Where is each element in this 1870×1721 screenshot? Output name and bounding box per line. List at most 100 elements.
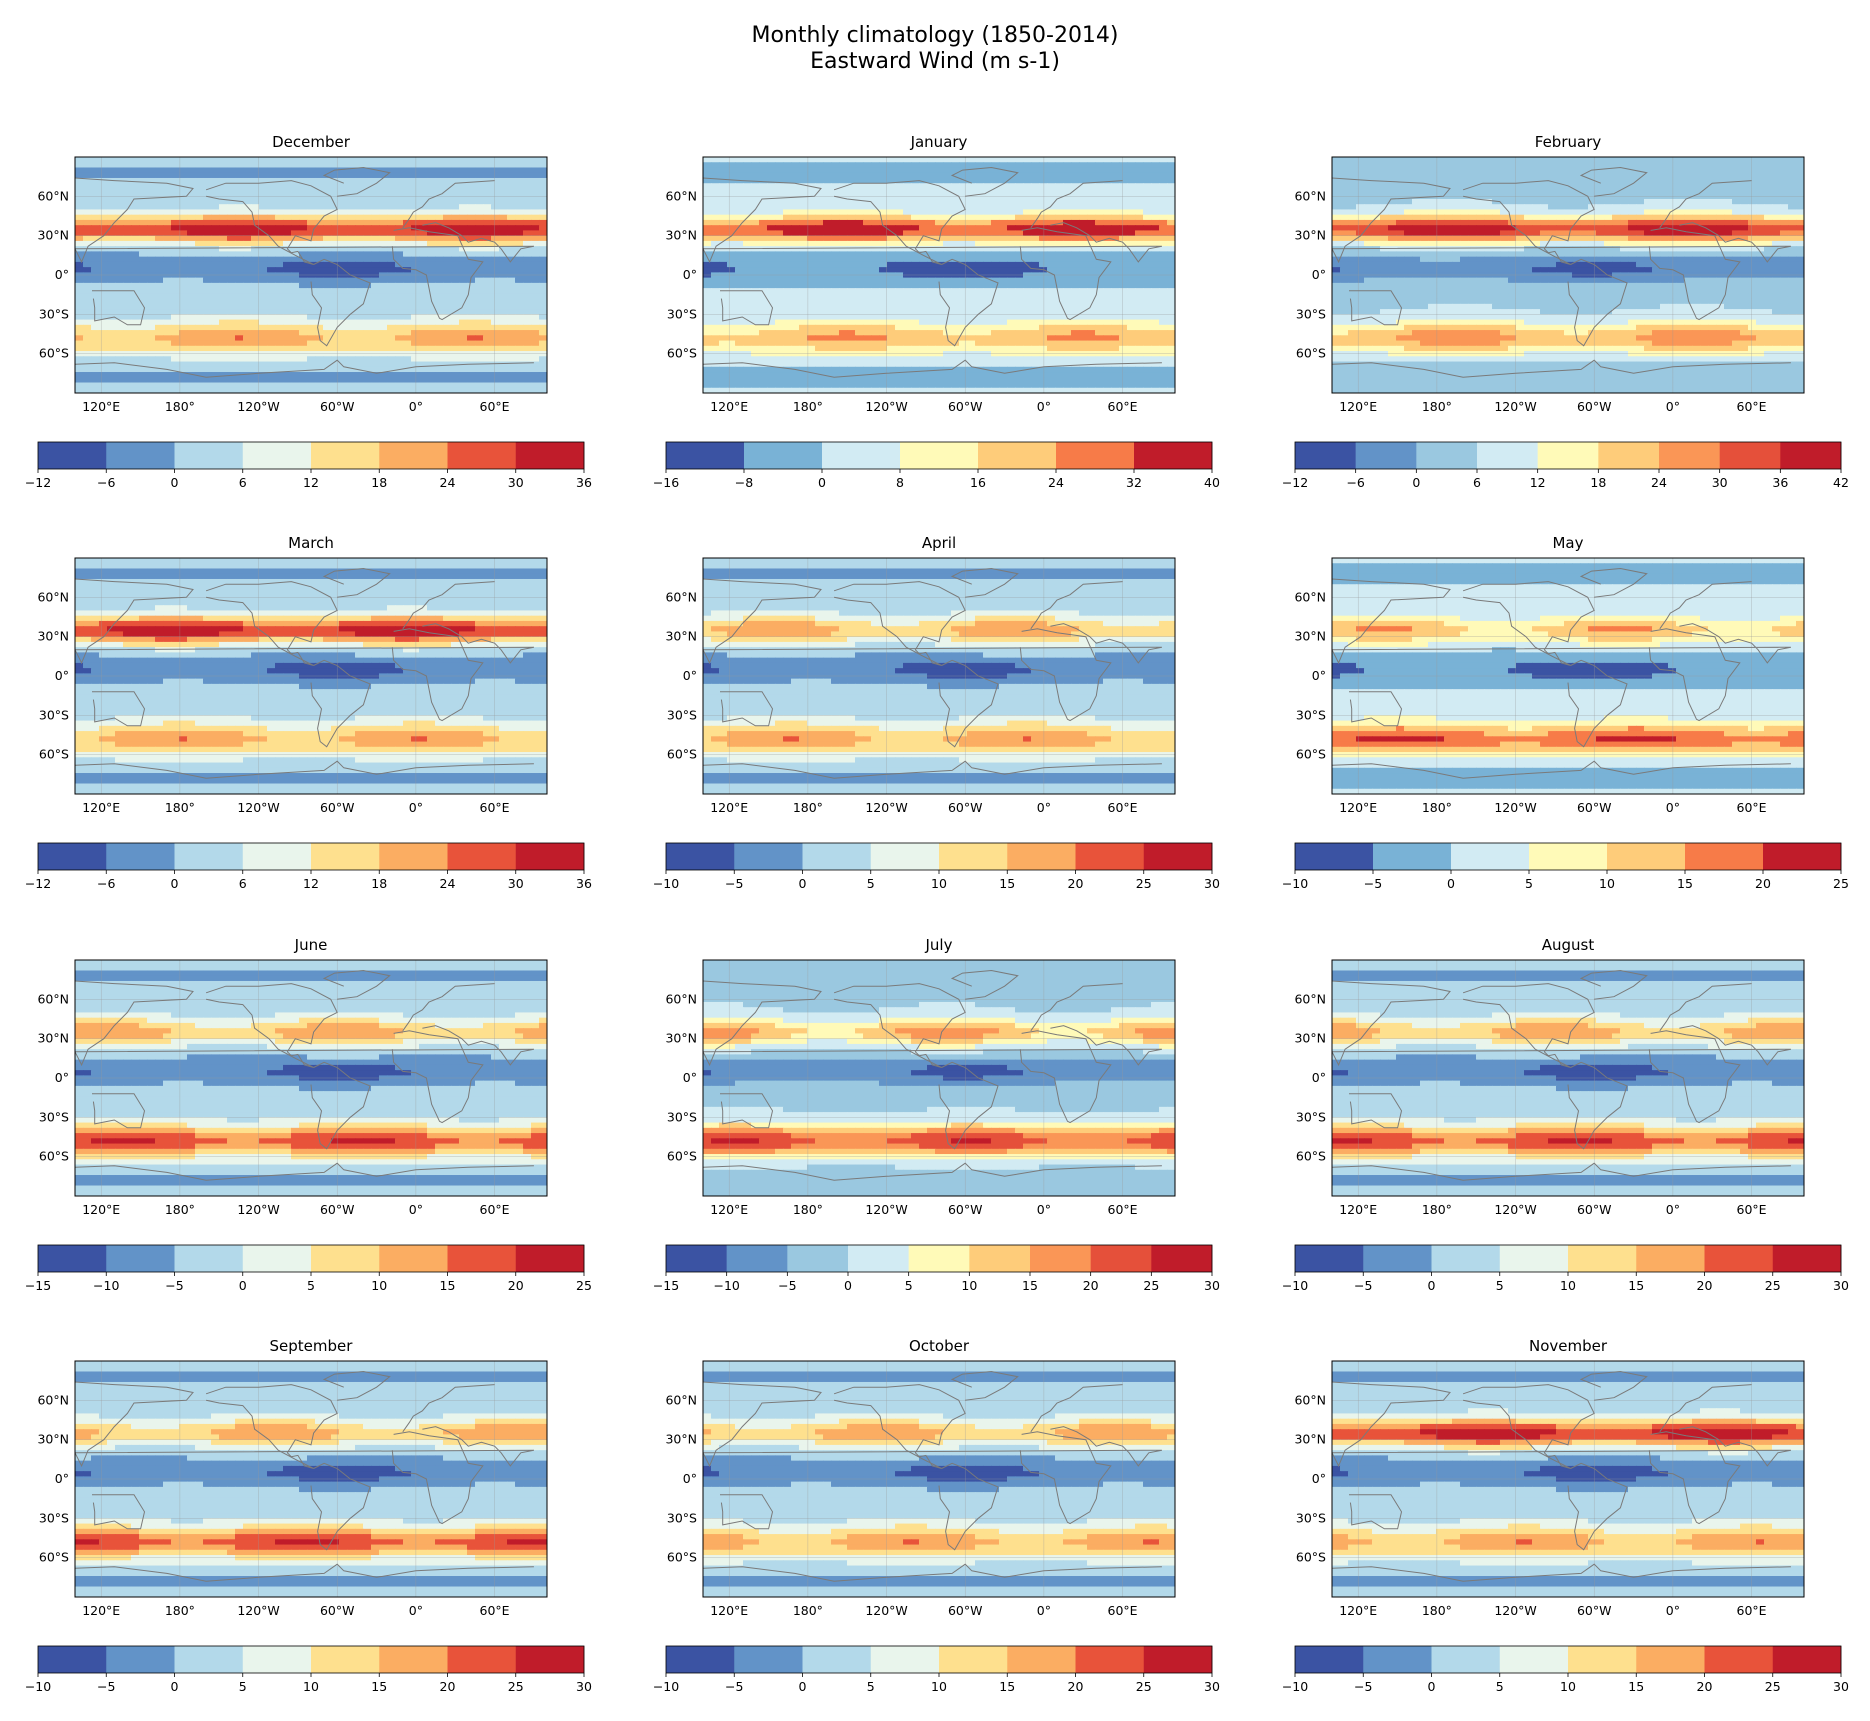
lon-tick-label: 180° — [793, 1603, 823, 1618]
colorbar-tick-label: 36 — [1772, 475, 1788, 490]
lat-tick-label: 0° — [55, 1471, 69, 1486]
lon-tick-label: 120°W — [237, 1603, 279, 1618]
lat-tick-label: 60°S — [667, 747, 697, 762]
lon-tick-label: 120°E — [1339, 399, 1377, 414]
lon-tick-label: 120°W — [1494, 1202, 1536, 1217]
lat-tick-label: 30°S — [1296, 1510, 1326, 1525]
colorbar-tick-label: 5 — [1496, 1278, 1504, 1293]
colorbar-tick-label: −15 — [653, 1278, 679, 1293]
colorbar-segment — [1295, 843, 1374, 870]
lat-tick-label: 60°S — [1296, 747, 1326, 762]
colorbar-segment — [174, 1245, 244, 1272]
colorbar-tick-label: 25 — [576, 1278, 592, 1293]
lon-tick-label: 60°E — [480, 1603, 510, 1618]
colorbar-segment — [1363, 1245, 1432, 1272]
map-panel-july: July 60°N 30°N 0° 30°S 60°S 120°E 180° 120°W 60°W… — [665, 936, 1176, 1217]
lat-tick-label: 30°S — [667, 1109, 697, 1124]
colorbar-tick-label: 10 — [931, 1679, 947, 1694]
colorbar-segment — [1499, 1646, 1569, 1673]
colorbar-tick-label: −12 — [25, 475, 51, 490]
lat-tick-label: 30°S — [1296, 306, 1326, 321]
map-panel-january: January 60°N 30°N 0° 30°S 60°S 120°E 180° 120°W 6… — [665, 133, 1176, 414]
lon-tick-label: 180° — [165, 800, 195, 815]
colorbar-segment — [666, 1646, 735, 1673]
colorbar-segment — [447, 442, 517, 469]
colorbar-segment — [1373, 843, 1452, 870]
colorbar-tick-label: 0 — [171, 1679, 179, 1694]
lat-tick-label: 60°S — [667, 1550, 697, 1565]
lon-tick-label: 0° — [409, 399, 423, 414]
lon-tick-label: 180° — [793, 1202, 823, 1217]
lat-tick-label: 30°N — [37, 1031, 69, 1046]
colorbar-tick-label: −5 — [1354, 1679, 1372, 1694]
lon-tick-label: 120°E — [82, 1603, 120, 1618]
colorbar-segment — [978, 442, 1057, 469]
colorbar-february: −12 −6 0 6 12 18 24 30 36 42 — [1282, 441, 1849, 490]
colorbar-tick-label: −5 — [1364, 876, 1382, 891]
lon-tick-label: 0° — [1037, 1603, 1051, 1618]
colorbar-tick-label: 20 — [1068, 1679, 1084, 1694]
lon-tick-label: 60°W — [320, 1202, 355, 1217]
colorbar-segment — [1477, 442, 1538, 469]
lon-tick-label: 120°W — [865, 399, 907, 414]
colorbar-tick-label: 10 — [1560, 1278, 1576, 1293]
colorbar-segment — [1704, 1646, 1774, 1673]
colorbar-segment — [38, 1245, 107, 1272]
lon-tick-label: 120°W — [237, 800, 279, 815]
lon-tick-label: 120°E — [1339, 1202, 1377, 1217]
map-panel-february: February 60°N 30°N 0° 30°S 60°S 120°E 180° 120°W… — [1294, 133, 1805, 414]
lon-tick-label: 60°W — [1577, 1603, 1612, 1618]
lat-tick-label: 30°S — [667, 306, 697, 321]
colorbar-tick-label: 20 — [1697, 1679, 1713, 1694]
lat-tick-label: 60°N — [665, 1392, 697, 1407]
colorbar-segment — [1598, 442, 1660, 469]
colorbar-segment — [822, 442, 901, 469]
colorbar-tick-label: −12 — [25, 876, 51, 891]
lat-tick-label: 30°N — [665, 629, 697, 644]
colorbar-segment — [447, 1646, 517, 1673]
colorbar-tick-label: 0 — [844, 1278, 852, 1293]
lat-tick-label: 30°S — [39, 1510, 69, 1525]
map-frame — [74, 557, 548, 795]
lon-tick-label: 60°W — [1577, 800, 1612, 815]
colorbar-tick-label: 20 — [508, 1278, 524, 1293]
colorbar-segment — [1704, 1245, 1774, 1272]
colorbar-tick-label: −12 — [1282, 475, 1308, 490]
colorbar-tick-label: 30 — [576, 1679, 592, 1694]
colorbar-tick-label: 0 — [171, 876, 179, 891]
lat-tick-label: 30°S — [39, 707, 69, 722]
lon-tick-label: 0° — [409, 1202, 423, 1217]
lat-tick-label: 0° — [683, 668, 697, 683]
colorbar-tick-label: 15 — [1628, 1679, 1644, 1694]
colorbar-segment — [1295, 442, 1356, 469]
lon-tick-label: 60°E — [1737, 399, 1767, 414]
lat-tick-label: 60°N — [37, 188, 69, 203]
colorbar-segment — [1568, 1646, 1637, 1673]
lon-tick-label: 60°W — [948, 399, 983, 414]
colorbar-tick-label: 5 — [1525, 876, 1533, 891]
colorbar-may: −10 −5 0 5 10 15 20 25 — [1282, 842, 1849, 891]
lat-tick-label: 0° — [55, 267, 69, 282]
map-panel-august: August 60°N 30°N 0° 30°S 60°S 120°E 180° 120°W 60… — [1294, 936, 1805, 1217]
lat-tick-label: 30°S — [1296, 1109, 1326, 1124]
colorbar-segment — [1685, 843, 1764, 870]
map-panel-june: June 60°N 30°N 0° 30°S 60°S 120°E 180° 120°W 60°W… — [37, 936, 548, 1217]
lat-tick-label: 60°S — [1296, 1149, 1326, 1164]
colorbar-tick-label: −10 — [713, 1278, 739, 1293]
colorbar-segment — [802, 843, 872, 870]
lon-tick-label: 60°E — [1108, 1202, 1138, 1217]
colorbar-tick-label: −6 — [97, 475, 115, 490]
lat-tick-label: 30°N — [37, 1432, 69, 1447]
lon-tick-label: 120°W — [237, 399, 279, 414]
colorbar-segment — [1056, 442, 1135, 469]
colorbar-segment — [1416, 442, 1478, 469]
lon-tick-label: 0° — [1666, 800, 1680, 815]
colorbar-segment — [38, 1646, 107, 1673]
colorbar-segment — [900, 442, 979, 469]
map-frame — [702, 557, 1176, 795]
colorbar-segment — [311, 843, 380, 870]
colorbar-tick-label: 15 — [1022, 1278, 1038, 1293]
colorbar-tick-label: −10 — [93, 1278, 119, 1293]
lat-tick-label: 60°S — [39, 1550, 69, 1565]
colorbar-segment — [447, 843, 517, 870]
